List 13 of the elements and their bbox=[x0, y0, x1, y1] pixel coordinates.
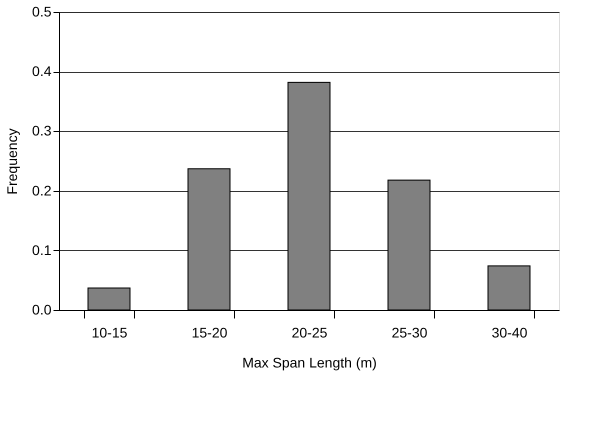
y-tick-label: 0.5 bbox=[32, 4, 52, 20]
y-tick-label: 0.3 bbox=[32, 122, 52, 139]
y-tick-label: 0.4 bbox=[32, 63, 52, 80]
x-tick-label: 10-15 bbox=[92, 324, 128, 340]
y-tick-label: 0.2 bbox=[32, 182, 52, 198]
x-tick-label: 25-30 bbox=[392, 324, 428, 340]
x-tick-label: 30-40 bbox=[492, 324, 528, 340]
x-tick-label: 15-20 bbox=[192, 324, 228, 340]
y-tick-label: 0.1 bbox=[32, 242, 52, 258]
x-axis-title: Max Span Length (m) bbox=[242, 354, 377, 370]
x-tick-label: 20-25 bbox=[292, 324, 328, 340]
y-tick-label: 0.0 bbox=[32, 302, 52, 318]
y-axis-title: Frequency bbox=[4, 128, 20, 195]
